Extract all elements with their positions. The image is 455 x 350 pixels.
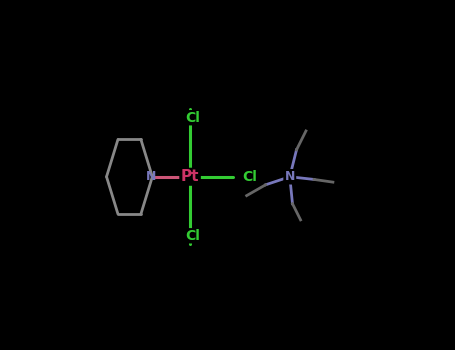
Text: Pt: Pt: [181, 169, 199, 184]
Text: N: N: [284, 170, 295, 183]
Text: Cl: Cl: [243, 170, 258, 184]
Text: Cl: Cl: [185, 111, 200, 125]
Text: N: N: [146, 170, 156, 183]
Text: Cl: Cl: [185, 229, 200, 243]
